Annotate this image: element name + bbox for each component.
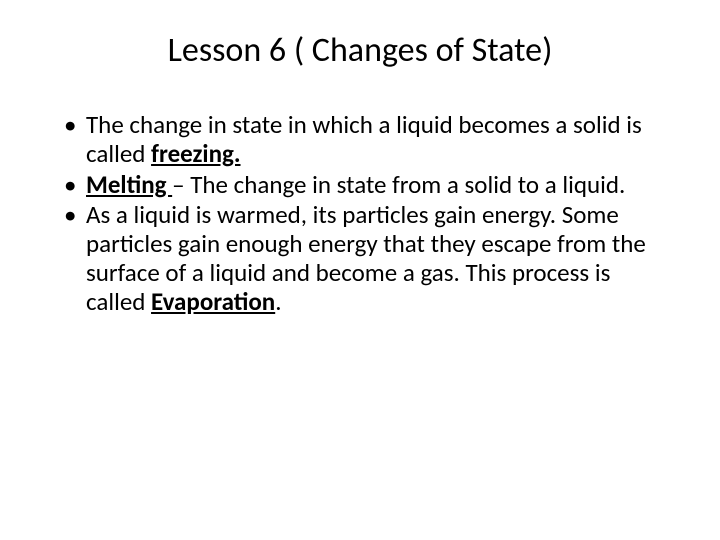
bullet-list: The change in state in which a liquid be… [50,111,670,316]
slide: Lesson 6 ( Changes of State) The change … [0,0,720,540]
bullet-text-post: – The change in state from a solid to a … [172,169,625,200]
bullet-term: freezing. [151,138,240,169]
bullet-text-post: . [275,286,281,317]
bullet-term: Evaporation [151,286,275,317]
list-item: The change in state in which a liquid be… [60,111,670,169]
bullet-term: Melting [86,169,172,200]
slide-title: Lesson 6 ( Changes of State) [50,30,670,71]
list-item: As a liquid is warmed, its particles gai… [60,201,670,316]
list-item: Melting – The change in state from a sol… [60,171,670,200]
